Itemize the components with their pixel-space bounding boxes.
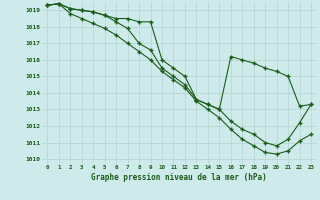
X-axis label: Graphe pression niveau de la mer (hPa): Graphe pression niveau de la mer (hPa) (91, 173, 267, 182)
